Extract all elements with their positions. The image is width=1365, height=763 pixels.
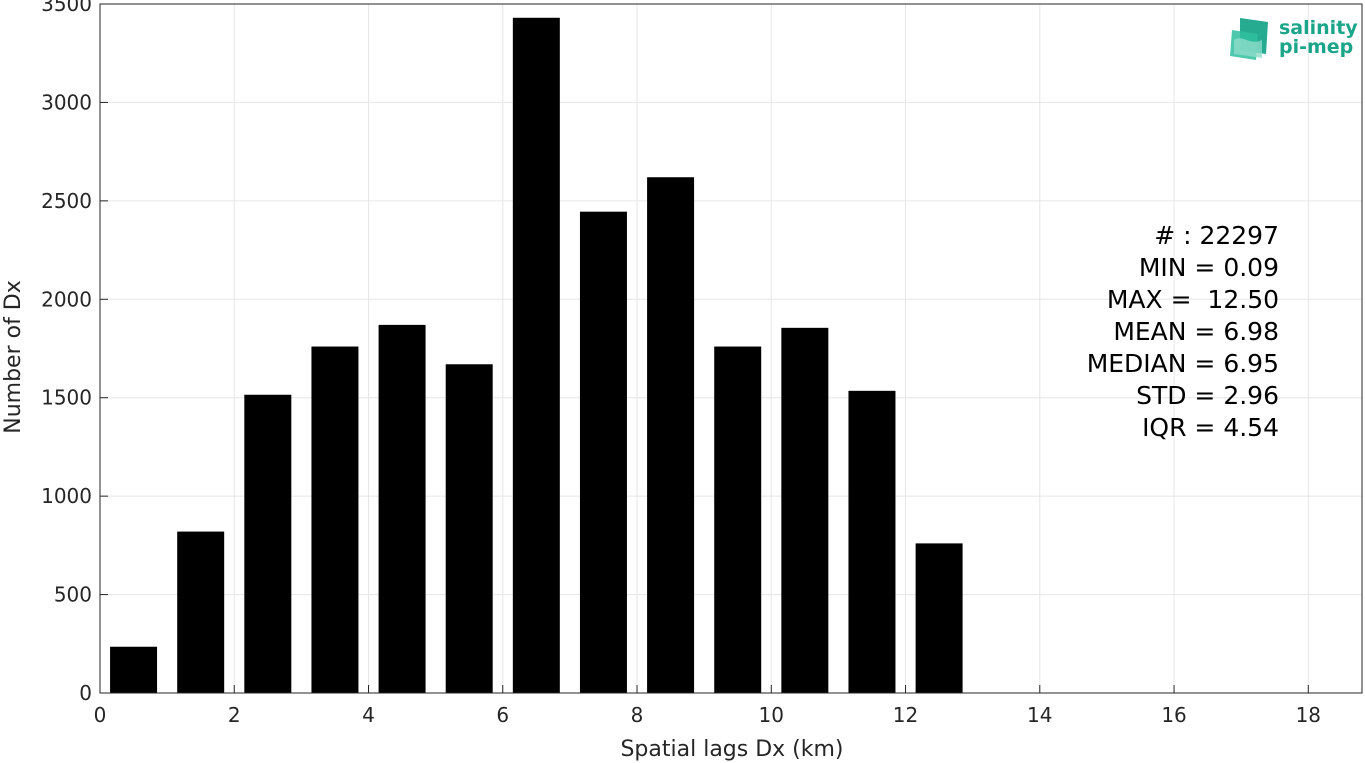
x-tick-label: 0 xyxy=(94,703,107,727)
x-tick-label: 4 xyxy=(362,703,375,727)
y-tick-label: 2000 xyxy=(41,287,92,311)
y-tick-label: 3000 xyxy=(41,90,92,114)
histogram-bar xyxy=(512,17,560,693)
y-axis-label: Number of Dx xyxy=(1,280,26,434)
y-tick-label: 0 xyxy=(79,681,92,705)
stats-line: # : 22297 xyxy=(1154,221,1279,250)
histogram-bar xyxy=(445,364,493,693)
x-tick-label: 12 xyxy=(893,703,918,727)
stats-line: IQR = 4.54 xyxy=(1142,413,1279,442)
y-tick-label: 1500 xyxy=(41,386,92,410)
x-tick-label: 16 xyxy=(1161,703,1186,727)
y-tick-label: 1000 xyxy=(41,484,92,508)
x-tick-label: 8 xyxy=(631,703,644,727)
histogram-bar xyxy=(311,346,359,693)
x-tick-label: 2 xyxy=(228,703,241,727)
stats-line: STD = 2.96 xyxy=(1136,381,1279,410)
statistics-box: # : 22297 MIN = 0.09 MAX = 12.50 MEAN = 6.9… xyxy=(1087,221,1279,442)
x-tick-label: 18 xyxy=(1296,703,1321,727)
logo-text-salinity: salinity xyxy=(1279,17,1358,39)
histogram-bar xyxy=(378,324,426,693)
x-tick-label: 10 xyxy=(759,703,784,727)
axis-ticks: 0 2 4 6 8 10 12 14 16 18 0 500 1000 1500 2000 2500 3000 3… xyxy=(41,0,1321,727)
histogram-bar xyxy=(647,177,695,694)
histogram-bar xyxy=(848,390,896,693)
x-tick-label: 6 xyxy=(496,703,509,727)
histogram-bar xyxy=(714,346,762,693)
stats-line: MEDIAN = 6.95 xyxy=(1087,349,1279,378)
x-axis-label: Spatial lags Dx (km) xyxy=(620,737,843,762)
histogram-bar xyxy=(579,211,627,694)
grid-lines xyxy=(100,3,1362,693)
stats-line: MAX = 12.50 xyxy=(1107,285,1279,314)
histogram-bar xyxy=(915,543,963,693)
stats-line: MEAN = 6.98 xyxy=(1113,317,1279,346)
bars xyxy=(110,17,963,694)
y-tick-label: 500 xyxy=(54,583,92,607)
salinity-pi-mep-logo: salinity pi-mep xyxy=(1230,17,1358,60)
histogram-bar xyxy=(110,646,158,693)
histogram-bar xyxy=(244,394,292,693)
stats-line: MIN = 0.09 xyxy=(1139,253,1279,282)
plot-frame xyxy=(99,3,1363,694)
histogram-bar xyxy=(177,531,225,693)
y-tick-label: 3500 xyxy=(41,0,92,16)
wave-logo-icon xyxy=(1230,18,1268,60)
x-tick-label: 14 xyxy=(1027,703,1052,727)
y-tick-label: 2500 xyxy=(41,189,92,213)
logo-text-pi-mep: pi-mep xyxy=(1279,36,1353,58)
histogram-bar xyxy=(781,327,829,693)
